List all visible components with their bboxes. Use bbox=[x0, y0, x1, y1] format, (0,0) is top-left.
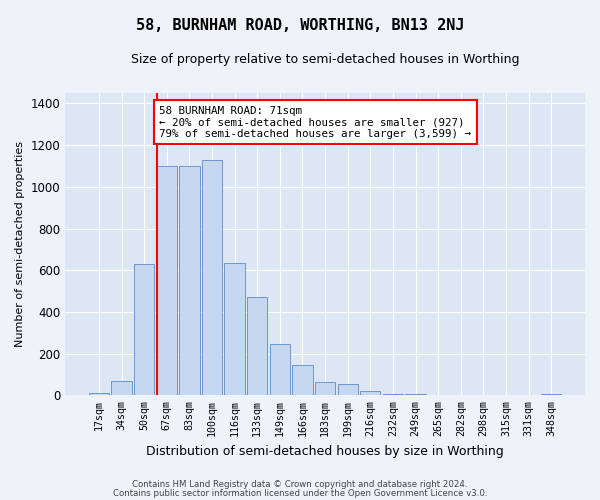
Bar bbox=[383, 394, 403, 396]
Text: Contains HM Land Registry data © Crown copyright and database right 2024.: Contains HM Land Registry data © Crown c… bbox=[132, 480, 468, 489]
Bar bbox=[428, 394, 448, 396]
Bar bbox=[406, 394, 426, 396]
Bar bbox=[89, 393, 109, 396]
Bar bbox=[269, 344, 290, 396]
Bar bbox=[224, 263, 245, 396]
Bar bbox=[338, 384, 358, 396]
Bar bbox=[541, 394, 562, 396]
Bar bbox=[112, 380, 132, 396]
Y-axis label: Number of semi-detached properties: Number of semi-detached properties bbox=[15, 141, 25, 347]
Title: Size of property relative to semi-detached houses in Worthing: Size of property relative to semi-detach… bbox=[131, 52, 520, 66]
Bar bbox=[202, 160, 222, 396]
Bar bbox=[315, 382, 335, 396]
Text: 58 BURNHAM ROAD: 71sqm
← 20% of semi-detached houses are smaller (927)
79% of se: 58 BURNHAM ROAD: 71sqm ← 20% of semi-det… bbox=[160, 106, 472, 139]
Bar bbox=[360, 390, 380, 396]
Bar bbox=[292, 365, 313, 396]
Bar bbox=[157, 166, 177, 396]
Text: Contains public sector information licensed under the Open Government Licence v3: Contains public sector information licen… bbox=[113, 489, 487, 498]
Bar bbox=[247, 298, 268, 396]
Text: 58, BURNHAM ROAD, WORTHING, BN13 2NJ: 58, BURNHAM ROAD, WORTHING, BN13 2NJ bbox=[136, 18, 464, 32]
X-axis label: Distribution of semi-detached houses by size in Worthing: Distribution of semi-detached houses by … bbox=[146, 444, 504, 458]
Bar bbox=[134, 264, 154, 396]
Bar bbox=[179, 166, 200, 396]
